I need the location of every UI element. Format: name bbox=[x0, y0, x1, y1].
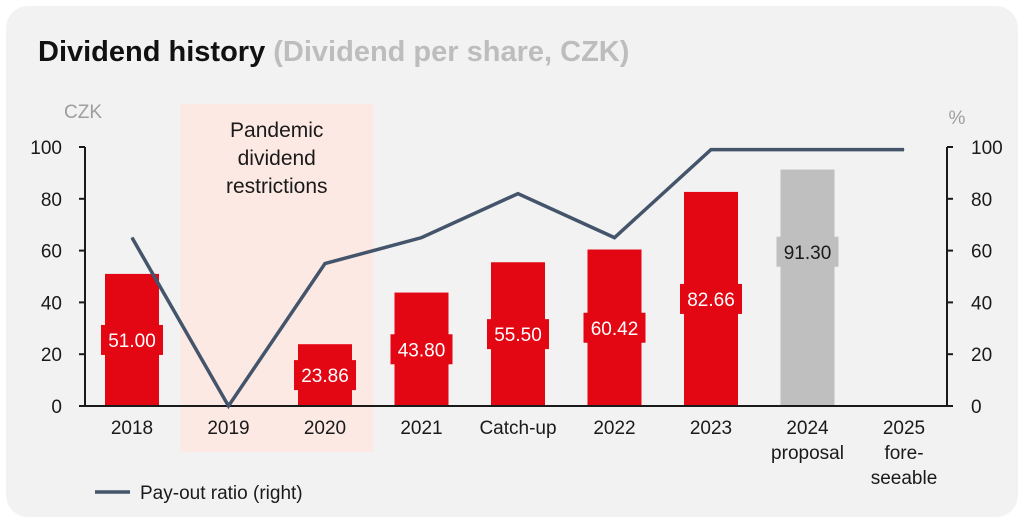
category-label: proposal bbox=[771, 443, 844, 464]
payout-ratio-point bbox=[807, 149, 808, 151]
category-label: Catch-up bbox=[479, 418, 556, 439]
title-subtitle: (Dividend per share, CZK) bbox=[273, 36, 630, 68]
data-label-box bbox=[390, 334, 453, 365]
payout-ratio-point bbox=[710, 149, 712, 151]
category-label: fore- bbox=[884, 443, 923, 464]
title-main: Dividend history bbox=[38, 36, 266, 68]
category-label: 2018 bbox=[111, 418, 153, 439]
left-tick-label: 60 bbox=[41, 242, 62, 263]
annotation-text: dividend bbox=[238, 147, 316, 170]
data-label: 51.00 bbox=[108, 331, 156, 352]
payout-ratio-point bbox=[614, 237, 615, 239]
data-label-box bbox=[101, 324, 163, 355]
category-label: 2025 bbox=[883, 418, 925, 439]
payout-ratio-point bbox=[903, 149, 905, 151]
annotation-text: restrictions bbox=[226, 175, 328, 198]
category-label: 2020 bbox=[304, 418, 346, 439]
bar bbox=[780, 169, 835, 406]
data-label: 82.66 bbox=[687, 290, 735, 311]
category-label: 2024 bbox=[786, 418, 829, 439]
left-tick-label: 0 bbox=[51, 397, 62, 418]
left-tick-label: 20 bbox=[41, 345, 62, 366]
payout-ratio-point bbox=[421, 237, 422, 239]
payout-ratio-point bbox=[228, 405, 229, 407]
left-tick-label: 80 bbox=[41, 190, 62, 211]
category-label: 2023 bbox=[690, 418, 732, 439]
data-label-box bbox=[680, 283, 742, 314]
right-axis-unit: % bbox=[949, 108, 966, 129]
chart-card bbox=[6, 6, 1018, 517]
right-tick-label: 100 bbox=[971, 138, 1003, 159]
data-label-box bbox=[776, 236, 839, 267]
data-label: 23.86 bbox=[301, 366, 349, 387]
data-label-box bbox=[294, 360, 356, 391]
data-label: 55.50 bbox=[494, 325, 542, 346]
left-axis-unit: CZK bbox=[64, 102, 102, 123]
category-label: seeable bbox=[871, 468, 938, 489]
right-tick-label: 60 bbox=[971, 242, 992, 263]
category-label: 2022 bbox=[593, 418, 635, 439]
payout-ratio-point bbox=[131, 237, 133, 239]
right-tick-label: 80 bbox=[971, 190, 992, 211]
data-label: 43.80 bbox=[398, 340, 446, 361]
left-tick-label: 40 bbox=[41, 293, 62, 314]
chart-title: Dividend history (Dividend per share, CZ… bbox=[38, 36, 629, 69]
left-tick-label: 100 bbox=[30, 138, 62, 159]
right-tick-label: 40 bbox=[971, 293, 992, 314]
right-tick-label: 0 bbox=[971, 397, 982, 418]
payout-ratio-point bbox=[517, 193, 519, 195]
annotation-text: Pandemic bbox=[230, 119, 323, 142]
category-label: 2019 bbox=[207, 418, 249, 439]
data-label-box bbox=[583, 312, 646, 343]
payout-ratio-point bbox=[324, 263, 326, 265]
legend-label: Pay-out ratio (right) bbox=[140, 483, 303, 504]
data-label: 91.30 bbox=[784, 243, 832, 264]
data-label-box bbox=[487, 319, 549, 350]
data-label: 60.42 bbox=[591, 319, 639, 340]
right-tick-label: 20 bbox=[971, 345, 992, 366]
category-label: 2021 bbox=[400, 418, 442, 439]
